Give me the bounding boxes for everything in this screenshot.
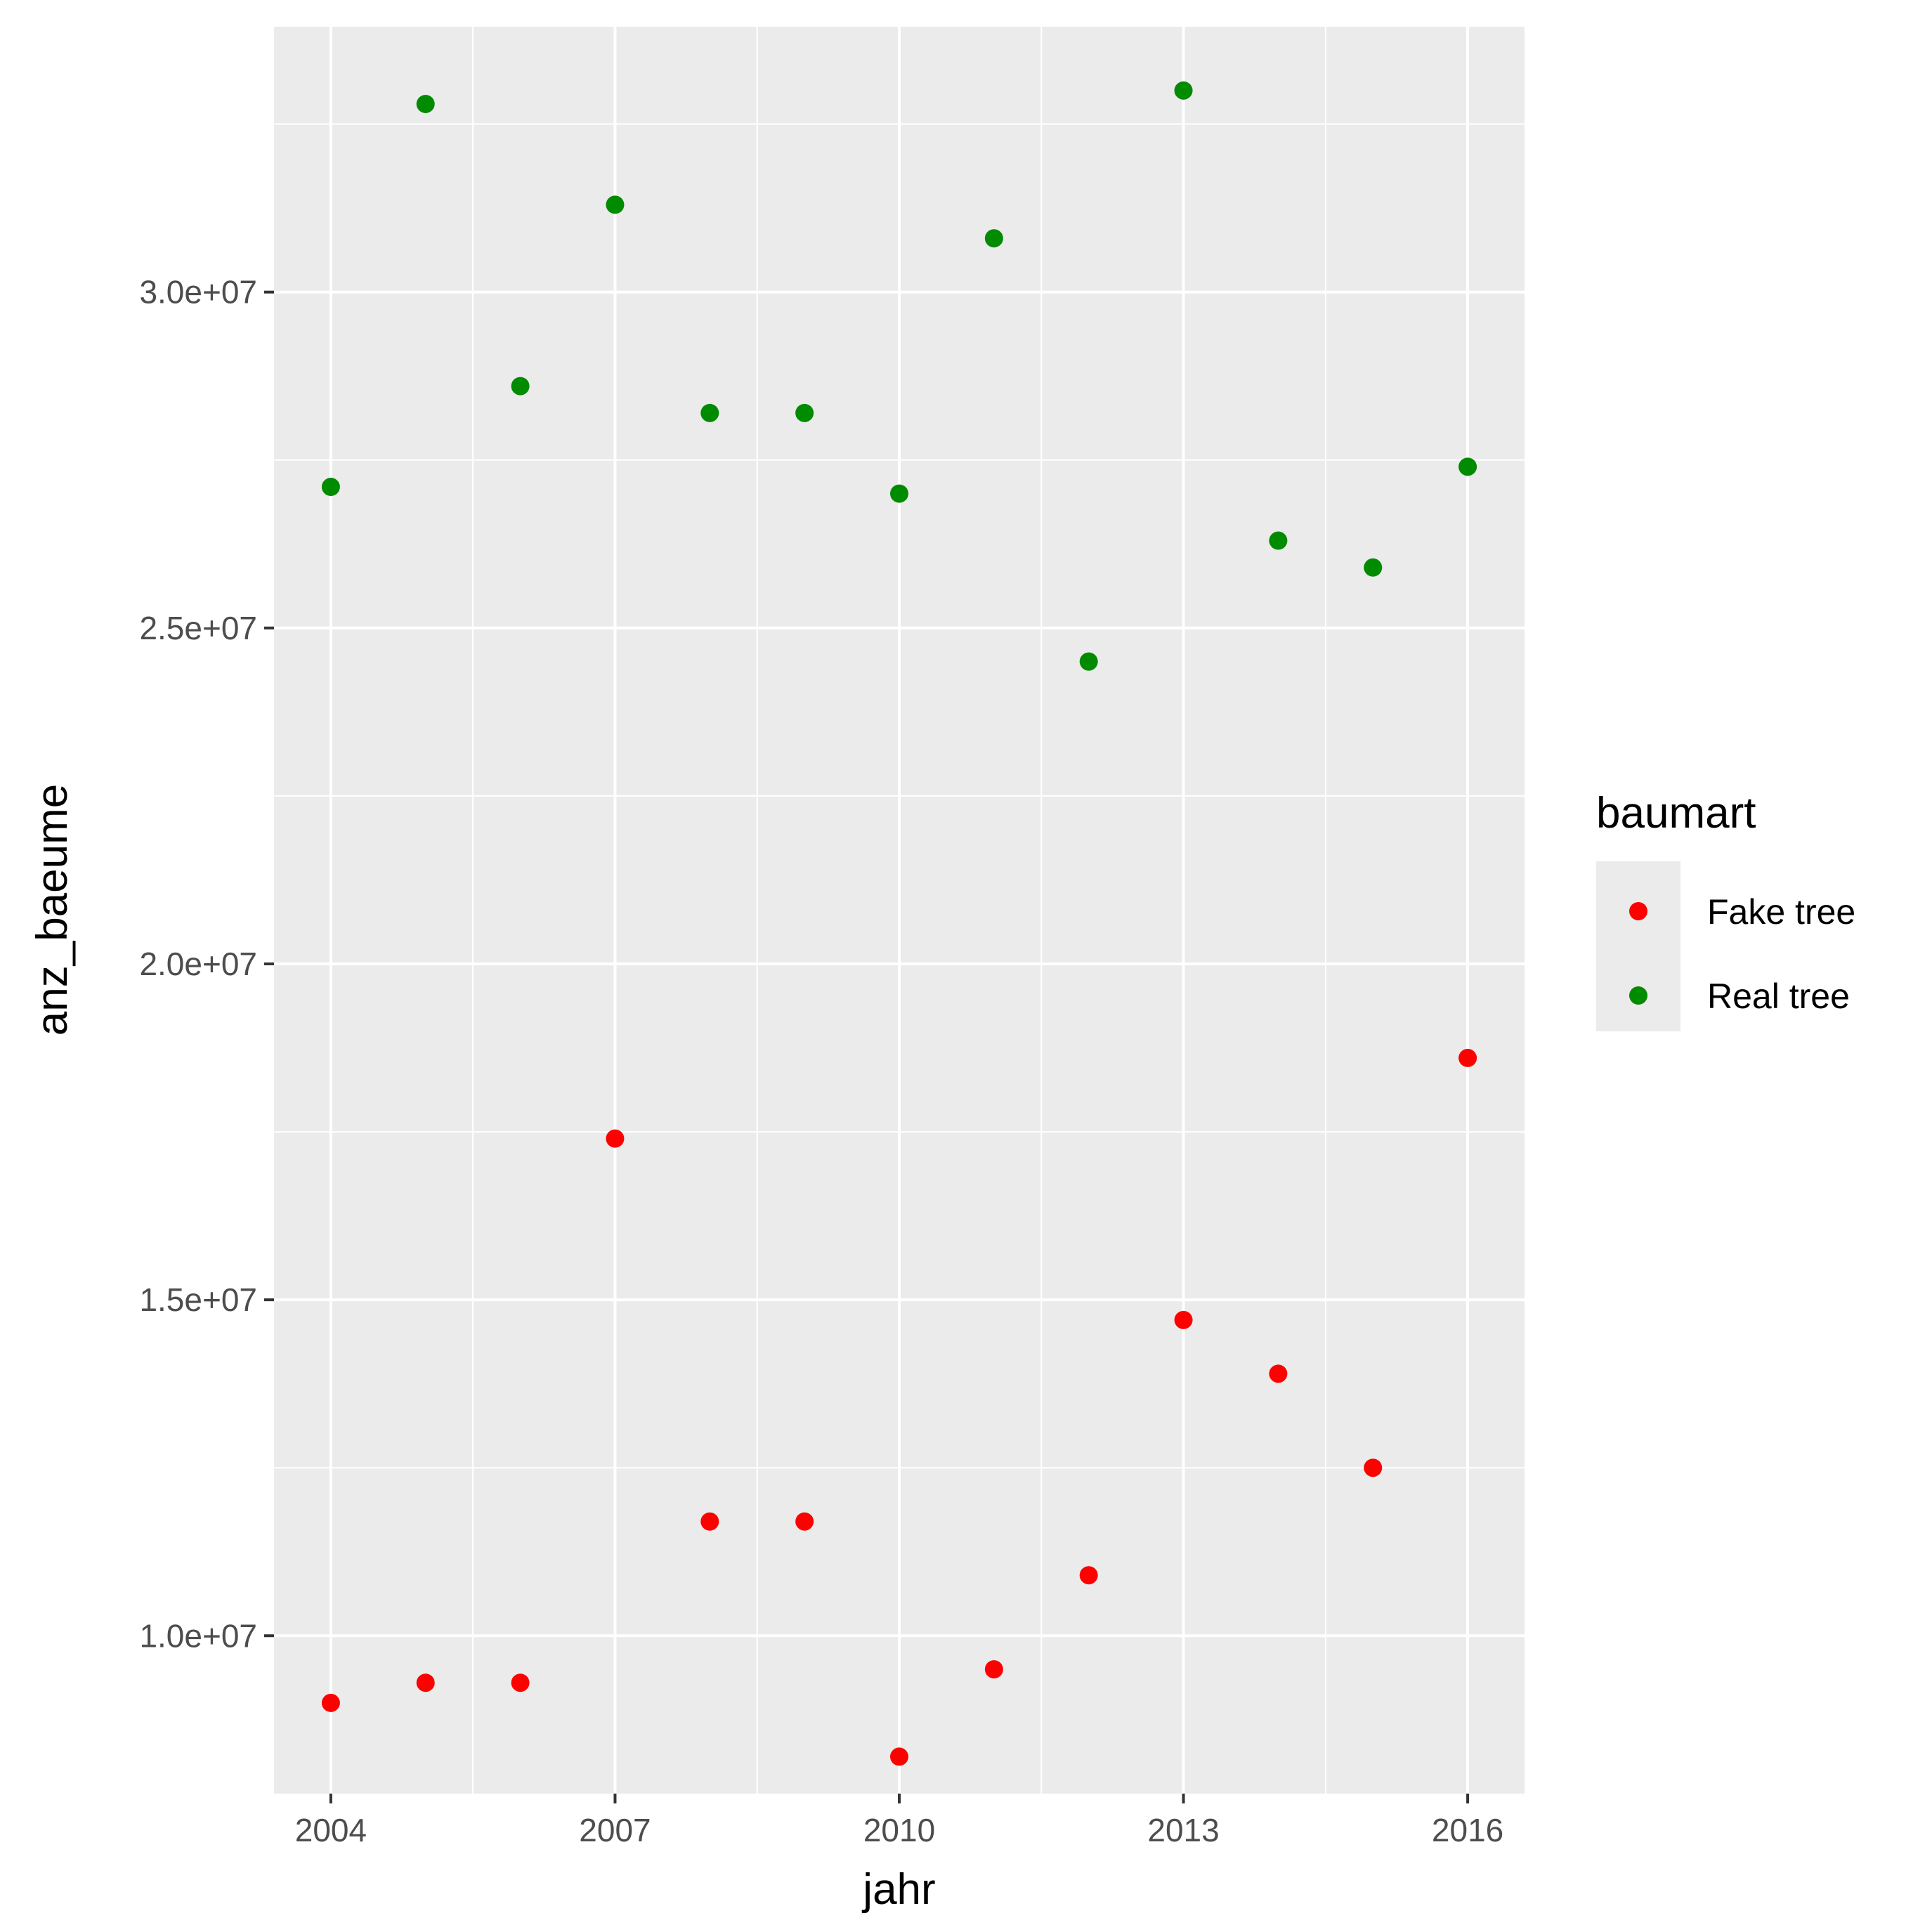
point-real-tree — [1174, 81, 1193, 100]
x-tick-label: 2010 — [863, 1812, 935, 1848]
point-fake-tree — [1079, 1566, 1098, 1585]
point-real-tree — [1079, 652, 1098, 671]
legend: baumart Fake tree Real tree — [1596, 789, 1855, 1031]
point-fake-tree — [1364, 1458, 1383, 1477]
point-real-tree — [890, 484, 908, 503]
point-fake-tree — [890, 1747, 908, 1766]
point-real-tree — [416, 94, 435, 113]
point-real-tree — [321, 478, 340, 497]
legend-title: baumart — [1596, 789, 1756, 837]
point-fake-tree — [606, 1129, 625, 1148]
x-axis: 2004 2007 2010 2013 2016 — [295, 1794, 1503, 1848]
point-real-tree — [1364, 558, 1383, 577]
point-fake-tree — [1174, 1310, 1193, 1329]
y-tick-label: 2.0e+07 — [139, 946, 257, 982]
point-real-tree — [700, 403, 719, 422]
point-fake-tree — [795, 1512, 814, 1531]
point-real-tree — [795, 403, 814, 422]
y-axis-title: anz_baeume — [28, 784, 77, 1036]
x-tick-label: 2013 — [1147, 1812, 1219, 1848]
point-fake-tree — [984, 1660, 1003, 1679]
legend-items: Fake tree Real tree — [1629, 892, 1855, 1016]
y-tick-label: 1.0e+07 — [139, 1617, 257, 1654]
y-axis: 1.0e+07 1.5e+07 2.0e+07 2.5e+07 3.0e+07 — [139, 274, 274, 1654]
legend-key-fake-tree — [1629, 902, 1647, 920]
legend-label-fake-tree: Fake tree — [1707, 892, 1855, 932]
y-tick-label: 1.5e+07 — [139, 1281, 257, 1318]
point-real-tree — [511, 377, 530, 396]
point-real-tree — [1269, 531, 1288, 550]
point-fake-tree — [511, 1673, 530, 1692]
point-fake-tree — [416, 1673, 435, 1692]
point-real-tree — [984, 229, 1003, 248]
x-tick-label: 2016 — [1432, 1812, 1503, 1848]
point-fake-tree — [1458, 1048, 1477, 1067]
x-axis-title: jahr — [861, 1865, 935, 1914]
point-real-tree — [1458, 457, 1477, 476]
point-fake-tree — [321, 1693, 340, 1712]
point-fake-tree — [700, 1512, 719, 1531]
major-gridlines — [274, 27, 1525, 1794]
x-tick-label: 2004 — [295, 1812, 367, 1848]
data-points — [321, 81, 1477, 1766]
x-tick-label: 2007 — [579, 1812, 651, 1848]
legend-label-real-tree: Real tree — [1707, 977, 1850, 1016]
point-real-tree — [606, 195, 625, 214]
legend-key-background — [1596, 861, 1680, 1031]
legend-key-real-tree — [1629, 986, 1647, 1005]
y-tick-label: 3.0e+07 — [139, 274, 257, 311]
point-fake-tree — [1269, 1364, 1288, 1383]
y-tick-label: 2.5e+07 — [139, 610, 257, 646]
